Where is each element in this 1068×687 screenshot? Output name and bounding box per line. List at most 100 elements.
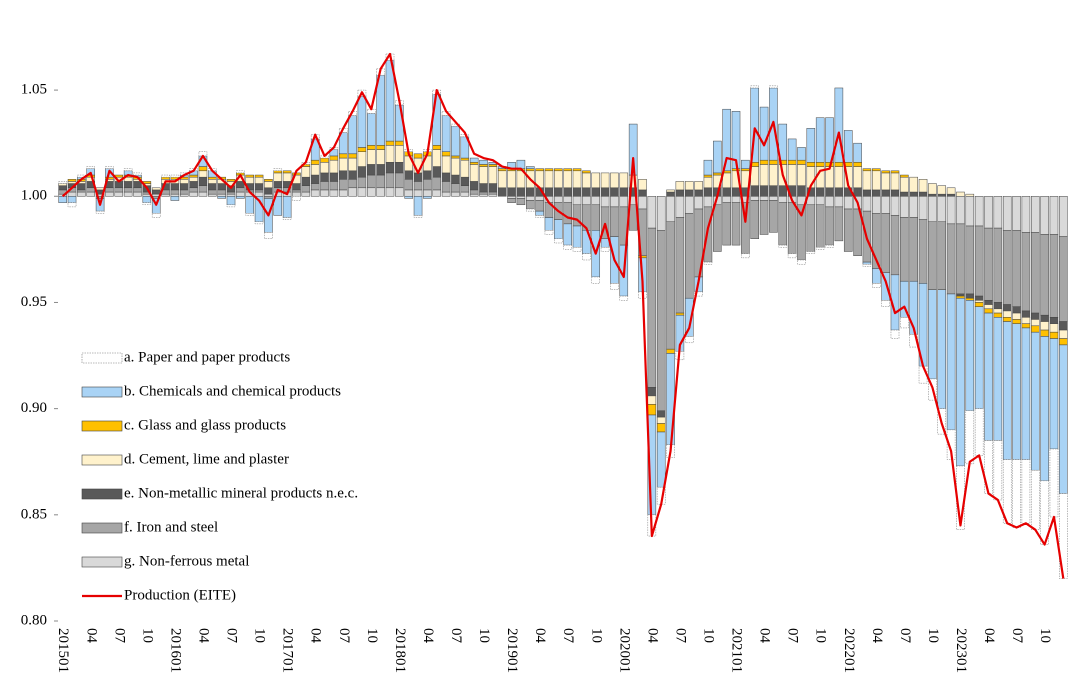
bar-segment [900, 174, 909, 178]
bar-segment [441, 181, 451, 193]
bar-segment [525, 200, 535, 210]
bar-segment [254, 183, 264, 191]
bar-segment [217, 193, 226, 197]
bar-segment [254, 191, 264, 197]
bar-segment [376, 145, 385, 150]
bar-segment [282, 172, 292, 182]
bar-segment [95, 187, 105, 191]
bar-segment [77, 191, 86, 197]
x-tick-label: 07 [897, 628, 913, 644]
bar-segment [759, 196, 769, 201]
bar-segment [563, 170, 572, 189]
legend-label: a. Paper and paper products [124, 349, 290, 365]
bar-segment [797, 159, 806, 165]
bar-segment [572, 187, 582, 197]
bar-segment [600, 172, 610, 189]
bar-segment [273, 196, 283, 216]
x-tick-label: 04 [757, 628, 773, 644]
bar-segment [1040, 314, 1049, 322]
bar-segment [675, 196, 685, 218]
bar-segment [441, 115, 451, 152]
bar-segment [974, 300, 984, 303]
bar-segment [582, 253, 591, 261]
bar-segment [825, 187, 834, 197]
bar-segment [974, 408, 984, 456]
bar-segment [1030, 331, 1040, 471]
bar-segment [684, 181, 694, 191]
bar-segment [666, 196, 675, 223]
bar-segment [797, 164, 806, 186]
bar-segment [535, 196, 544, 201]
bar-segment [890, 329, 900, 339]
x-tick-label: 04 [644, 628, 660, 644]
bar-segment [563, 223, 572, 246]
bar-segment [563, 196, 572, 203]
bar-segment [404, 179, 413, 191]
bar-segment [413, 181, 423, 191]
bar-segment [123, 191, 133, 197]
x-tick-label: 10 [701, 628, 717, 643]
bar-segment [432, 176, 442, 191]
bar-segment [198, 176, 208, 186]
bar-segment [778, 196, 788, 203]
bar-segment [432, 145, 442, 150]
bar-segment [666, 191, 675, 197]
x-tick-label: 04 [532, 628, 548, 644]
x-tick-label: 201801 [392, 628, 408, 673]
bar-segment [1021, 323, 1031, 329]
bar-segment [647, 395, 657, 405]
bar-segment [1002, 196, 1012, 231]
legend-swatch [81, 488, 123, 500]
bar-segment [348, 115, 357, 155]
bar-segment [460, 159, 470, 178]
bar-segment [563, 168, 572, 172]
bar-segment [58, 196, 67, 203]
bar-segment [675, 312, 685, 316]
bar-segment [86, 187, 96, 193]
bar-segment [769, 196, 778, 201]
bar-segment [105, 187, 114, 193]
bar-segment [1021, 196, 1031, 233]
bar-segment [554, 170, 563, 189]
bar-segment [142, 196, 152, 203]
bar-segment [741, 168, 750, 172]
x-tick-label: 201901 [504, 628, 520, 673]
bar-segment [385, 145, 395, 163]
bar-segment [572, 170, 582, 189]
legend-swatch [81, 556, 123, 568]
x-tick-label: 201601 [167, 628, 183, 673]
bar-segment [713, 204, 722, 252]
bar-segment [731, 187, 741, 197]
x-tick-label: 10 [813, 628, 829, 643]
bar-segment [806, 162, 816, 167]
bar-segment [591, 204, 601, 231]
bar-segment [432, 166, 442, 178]
bar-segment [759, 164, 769, 186]
bar-segment [1021, 232, 1031, 312]
bar-segment [946, 223, 956, 295]
bar-segment [310, 159, 320, 165]
bar-segment [769, 159, 778, 165]
bar-segment [95, 210, 105, 214]
bar-segment [825, 206, 834, 246]
bar-segment [179, 183, 189, 191]
bar-segment [413, 215, 423, 218]
bar-segment [236, 170, 245, 174]
bar-segment [264, 187, 273, 195]
bar-segment [488, 166, 498, 184]
bar-segment [338, 157, 348, 172]
bar-segment [469, 189, 479, 195]
bar-segment [544, 170, 554, 189]
bar-segment [357, 176, 367, 189]
y-tick-label: 1.00 [21, 188, 47, 204]
bar-segment [497, 187, 507, 197]
bar-segment [1002, 321, 1012, 460]
bar-segment [890, 189, 900, 197]
bar-segment [853, 166, 862, 189]
bar-segment [338, 179, 348, 191]
bar-segment [881, 172, 890, 191]
bar-segment [1021, 317, 1031, 324]
bar-segment [310, 164, 320, 176]
bar-segment [395, 172, 404, 189]
bar-segment [479, 193, 488, 197]
